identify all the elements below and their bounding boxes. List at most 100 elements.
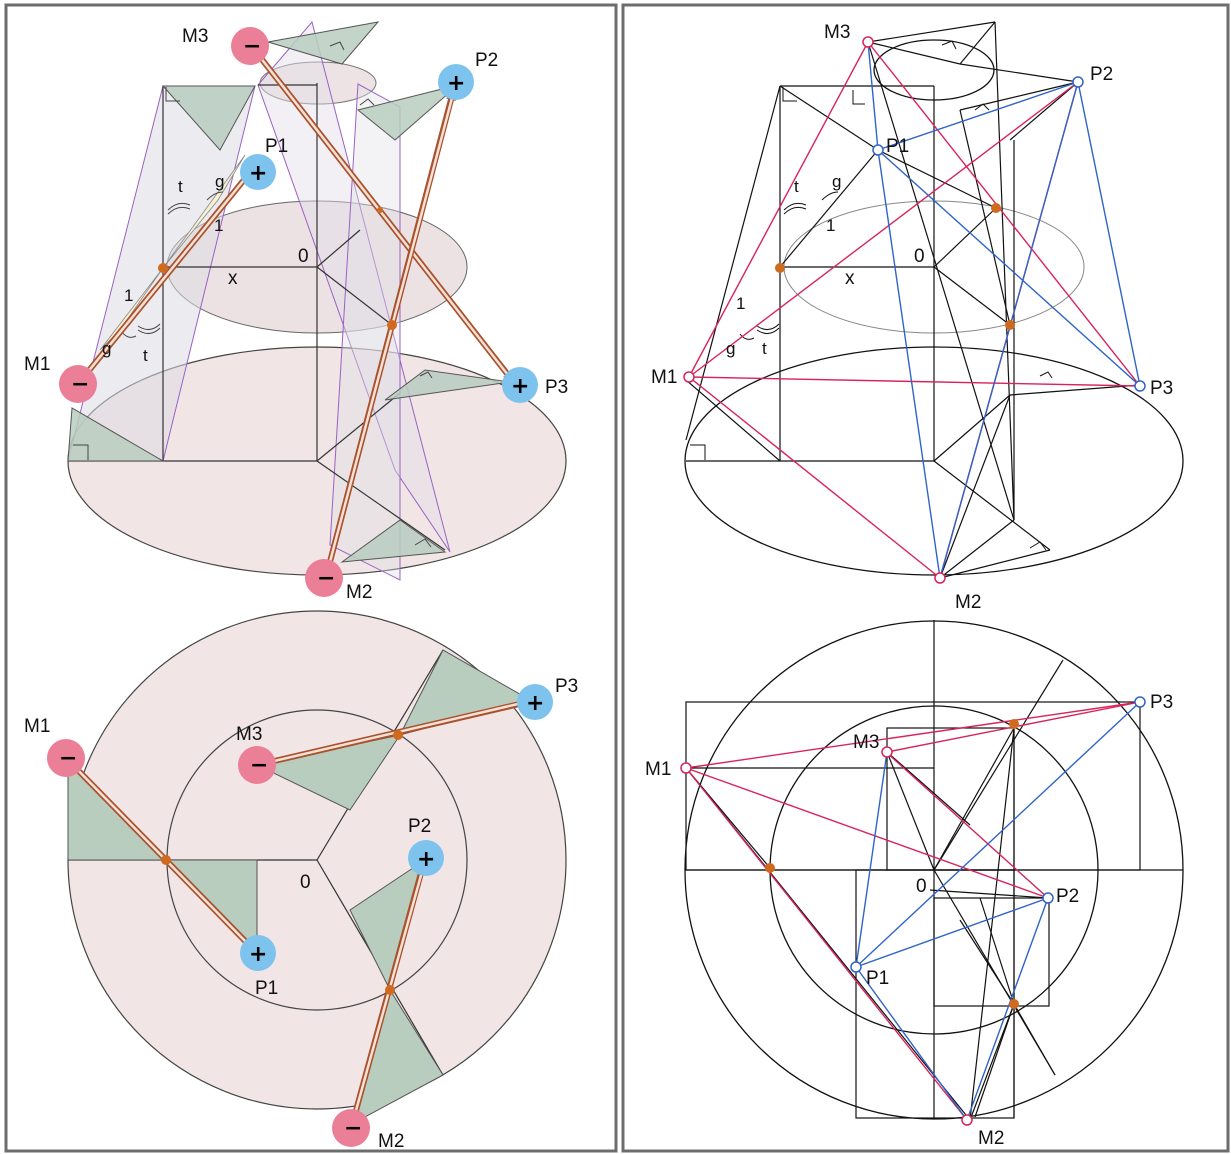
- intersection-dot: [161, 855, 171, 865]
- label-p3: P3: [1150, 378, 1173, 399]
- triangle-m2-base: [340, 519, 447, 563]
- label-origin: 0: [914, 246, 925, 267]
- plan-label-p1: P1: [866, 968, 889, 989]
- angle-arc-g: [821, 191, 839, 201]
- angle-wedge-upper: [162, 154, 246, 269]
- blue-line: [855, 966, 968, 1121]
- intersection-dot: [1005, 320, 1015, 330]
- m2-point: [934, 572, 946, 584]
- plan-m2-charge: [332, 1109, 370, 1147]
- intersection-dot: [393, 730, 403, 740]
- plan-label-p2: P2: [1056, 886, 1079, 907]
- angle-arc-t: [137, 327, 161, 334]
- plan-m3-point: [881, 746, 893, 758]
- label-p1: P1: [886, 136, 909, 157]
- label-one: 1: [124, 286, 133, 305]
- p3-charge: [502, 367, 538, 403]
- label-one: 1: [736, 294, 745, 313]
- plan-m1-point: [680, 762, 692, 774]
- wireframe-lines: [685, 21, 1141, 579]
- blue-line: [939, 81, 1079, 579]
- angle-arc-t: [756, 327, 780, 334]
- label-x: x: [845, 268, 855, 289]
- label-g: g: [726, 339, 735, 358]
- intersection-dot: [1009, 999, 1019, 1009]
- plus-sign: +: [417, 847, 435, 872]
- m1-point: [683, 371, 695, 383]
- label-one: 1: [826, 216, 835, 235]
- right-angle-mark: [73, 444, 89, 460]
- left-3d-view: − − − + + + M1 M2 M3 P1 P2 P3 0 x t g 1 …: [24, 20, 568, 603]
- intersection-dot: [385, 985, 395, 995]
- plus-sign: +: [447, 71, 465, 96]
- plan-label-origin: 0: [916, 876, 927, 897]
- triangle-p3-base: [384, 369, 511, 401]
- label-t: t: [762, 339, 767, 358]
- label-g: g: [832, 172, 841, 191]
- p2-charge: [438, 64, 474, 100]
- m3-charge: [231, 27, 269, 65]
- right-angle-mark: [165, 87, 180, 102]
- minus-sign: −: [71, 372, 89, 397]
- triangle-m1-base: [67, 407, 165, 462]
- right-angle-mark: [414, 538, 432, 548]
- label-t: t: [143, 346, 148, 365]
- blue-line: [855, 897, 1049, 968]
- blue-line: [966, 897, 1049, 1121]
- red-line: [688, 81, 1079, 378]
- label-p3: P3: [545, 377, 568, 398]
- blue-line: [867, 41, 879, 151]
- angle-arc-t: [783, 202, 807, 211]
- plan-label-p1: P1: [255, 978, 278, 999]
- minus-sign: −: [243, 34, 261, 59]
- right-angle-mark: [1029, 541, 1047, 551]
- plan-p1-point: [850, 961, 862, 973]
- intersection-dot: [1009, 719, 1019, 729]
- label-m2: M2: [346, 582, 372, 603]
- label-g: g: [102, 339, 111, 358]
- plus-sign: +: [526, 691, 544, 716]
- angle-arc-g: [206, 191, 224, 201]
- angle-arc-t: [783, 206, 807, 215]
- plan-label-m1: M1: [645, 759, 671, 780]
- triangle-p2-top: [356, 84, 459, 141]
- label-p1: P1: [265, 136, 288, 157]
- plan-p3-charge: [517, 684, 553, 720]
- right-angle-mark: [690, 444, 706, 460]
- label-origin: 0: [298, 246, 309, 267]
- plan-label-p3: P3: [1150, 692, 1173, 713]
- plan-p2-point: [1042, 892, 1054, 904]
- plan-wireframe: [685, 620, 1183, 1121]
- left-plan-view: − − − + + + M1 M2 M3 P1 P2 P3 0: [24, 610, 578, 1152]
- right-angle-mark: [974, 103, 990, 111]
- label-m3: M3: [824, 22, 850, 43]
- label-one: 1: [214, 216, 223, 235]
- red-line: [885, 751, 1049, 899]
- label-t: t: [178, 177, 183, 196]
- p1-charge: [240, 154, 276, 190]
- plan-label-m2: M2: [978, 1128, 1004, 1149]
- axis-lines: [68, 83, 446, 551]
- red-line: [688, 41, 869, 378]
- plane-m2-p2: [329, 83, 401, 581]
- p2-point: [1072, 76, 1084, 88]
- left-panel-frame: [4, 3, 618, 1153]
- minus-sign: −: [344, 1116, 362, 1141]
- minus-sign: −: [250, 753, 268, 778]
- intersection-dot: [775, 263, 785, 273]
- p3-point: [1134, 380, 1146, 392]
- red-line: [685, 767, 968, 1121]
- angle-arc-g: [739, 333, 755, 340]
- intersection-dot: [158, 263, 168, 273]
- plan-m3-charge: [238, 746, 276, 784]
- plan-m2-point: [961, 1114, 973, 1126]
- label-m1: M1: [651, 367, 677, 388]
- plus-sign: +: [511, 374, 529, 399]
- intersection-dot: [377, 207, 383, 213]
- triangle-p1-top: [161, 85, 256, 151]
- blue-line: [877, 149, 941, 579]
- plan-label-origin: 0: [300, 872, 311, 893]
- angle-arc-t: [756, 323, 780, 330]
- intersection-dot: [765, 863, 775, 873]
